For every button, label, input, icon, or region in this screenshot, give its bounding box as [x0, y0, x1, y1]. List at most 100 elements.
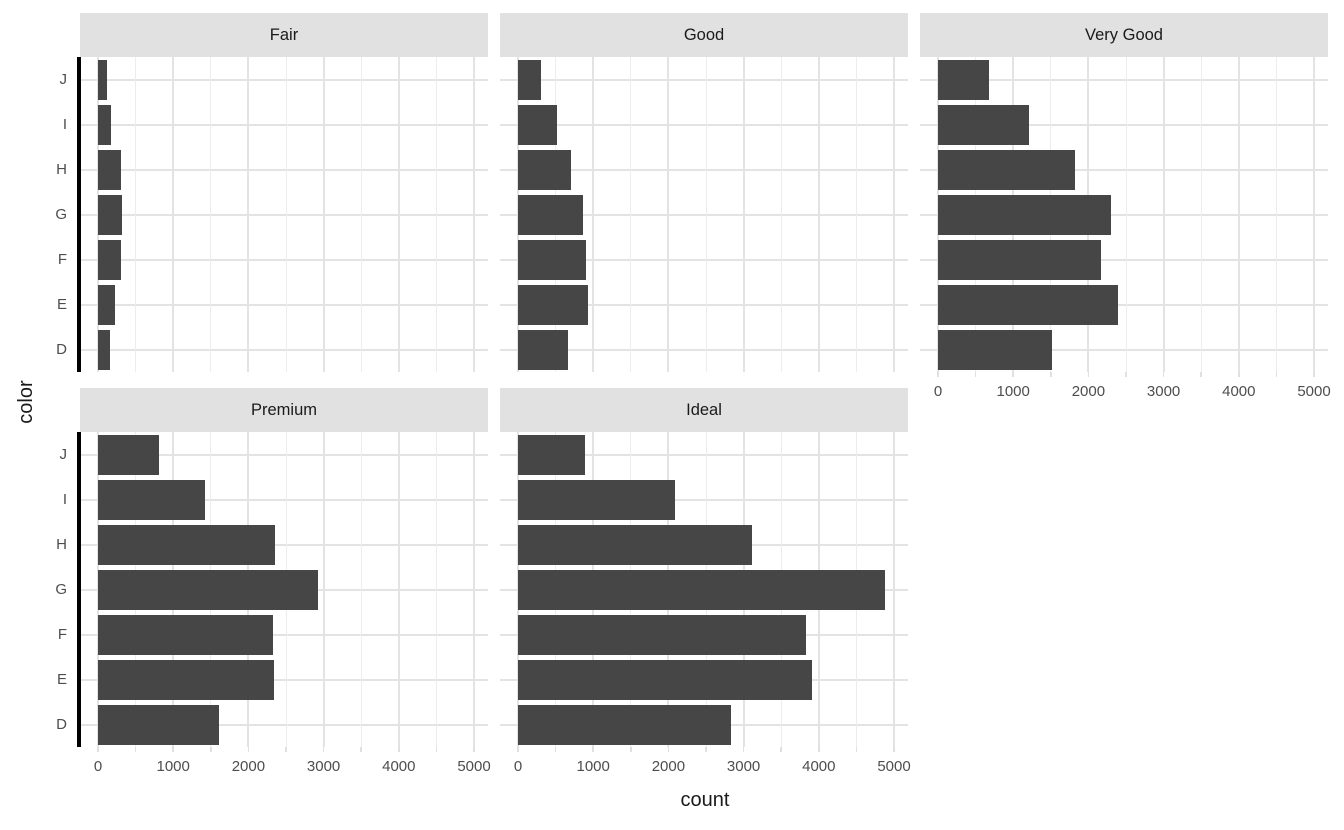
y-tick-label-e: E	[56, 295, 67, 313]
facet-panel-very-good	[920, 57, 1328, 372]
gridline-major-h	[920, 348, 1328, 351]
x-tick-mark	[855, 747, 858, 752]
gridline-major-v	[592, 57, 595, 372]
bar-fair-j	[98, 59, 107, 100]
y-tick-label-d: D	[56, 340, 67, 358]
gridline-major-v	[667, 57, 670, 372]
bar-very-good-e	[938, 284, 1119, 325]
y-tick-label-e: E	[56, 670, 67, 688]
gridline-minor-v	[435, 432, 437, 747]
x-tick-label: 4000	[802, 758, 836, 775]
gridline-major-h	[500, 303, 908, 306]
x-tick-label: 2000	[1071, 383, 1106, 400]
x-tick-mark	[742, 747, 745, 752]
facet-label-very-good: Very Good	[1085, 25, 1163, 44]
bar-premium-j	[98, 434, 159, 475]
facet-panel-fair	[80, 57, 488, 372]
gridline-minor-v	[705, 57, 707, 372]
x-tick-label: 3000	[1146, 383, 1181, 400]
gridline-major-v	[817, 57, 820, 372]
x-tick-mark	[398, 747, 400, 752]
bar-good-e	[518, 284, 589, 325]
gridline-minor-v	[135, 57, 137, 372]
gridline-major-h	[80, 348, 488, 351]
x-tick-mark	[1313, 372, 1315, 377]
x-tick-mark	[360, 747, 362, 752]
facet-panel-ideal	[500, 432, 908, 747]
y-tick-label-h: H	[56, 160, 67, 178]
facet-label-good: Good	[683, 25, 725, 44]
gridline-minor-v	[1125, 57, 1127, 372]
gridline-major-h	[80, 453, 488, 456]
facet-label-fair: Fair	[269, 25, 299, 44]
y-tick-label-d: D	[56, 715, 67, 733]
gridline-major-v	[473, 432, 475, 747]
gridline-minor-v	[630, 57, 632, 372]
x-tick-mark	[893, 747, 895, 752]
gridline-major-h	[80, 723, 488, 726]
x-tick-label: 0	[513, 758, 523, 775]
gridline-major-h	[920, 303, 1328, 306]
x-tick-mark	[247, 747, 250, 752]
y-tick-label-j: J	[59, 445, 68, 463]
gridline-major-v	[1313, 57, 1315, 372]
x-tick-label: 1000	[576, 758, 610, 775]
bar-ideal-d	[518, 704, 732, 745]
gridline-major-h	[80, 633, 488, 636]
bar-fair-i	[98, 104, 112, 145]
bar-ideal-h	[518, 524, 753, 565]
gridline-major-h	[80, 213, 488, 216]
bar-very-good-h	[938, 149, 1076, 190]
x-tick-label: 5000	[457, 758, 491, 775]
gridline-major-v	[1162, 57, 1165, 372]
x-tick-mark	[630, 747, 632, 752]
bar-premium-i	[98, 479, 206, 520]
gridline-major-h	[500, 78, 908, 81]
x-tick-mark	[210, 747, 212, 752]
x-tick-mark	[818, 747, 820, 752]
bar-very-good-d	[938, 329, 1052, 370]
x-tick-mark	[97, 747, 99, 752]
gridline-major-v	[893, 432, 895, 747]
bar-very-good-i	[938, 104, 1029, 145]
x-tick-mark	[285, 747, 287, 752]
facet-strip-premium: Premium	[80, 388, 488, 432]
x-tick-mark	[435, 747, 438, 752]
bar-premium-h	[98, 524, 276, 565]
gridline-major-h	[500, 213, 908, 216]
gridline-major-h	[500, 498, 908, 501]
x-tick-label: 1000	[156, 758, 190, 775]
bar-very-good-f	[938, 239, 1101, 280]
gridline-minor-v	[1275, 57, 1277, 372]
gridline-major-v	[322, 57, 325, 372]
x-tick-mark	[172, 747, 174, 752]
bar-good-j	[518, 59, 542, 100]
gridline-major-h	[500, 453, 908, 456]
bar-very-good-g	[938, 194, 1111, 235]
gridline-minor-v	[780, 57, 782, 372]
x-tick-mark	[974, 372, 977, 377]
gridline-major-v	[742, 57, 745, 372]
bar-premium-f	[98, 614, 274, 655]
bar-fair-h	[98, 149, 121, 190]
bar-good-i	[518, 104, 558, 145]
gridline-major-h	[920, 168, 1328, 171]
gridline-minor-v	[360, 57, 362, 372]
gridline-major-v	[1237, 57, 1240, 372]
gridline-major-h	[500, 258, 908, 261]
gridline-major-h	[920, 213, 1328, 216]
gridline-major-h	[920, 78, 1328, 81]
gridline-major-h	[80, 123, 488, 126]
facet-strip-good: Good	[500, 13, 908, 57]
x-tick-mark	[780, 747, 782, 752]
gridline-minor-v	[855, 57, 857, 372]
bar-premium-g	[98, 569, 318, 610]
x-tick-label: 5000	[877, 758, 911, 775]
x-tick-mark	[1162, 372, 1165, 377]
x-axis-title: count	[680, 789, 730, 811]
x-tick-label: 2000	[231, 758, 266, 775]
y-axis-line	[77, 57, 81, 372]
bar-fair-e	[98, 284, 115, 325]
bar-fair-d	[98, 329, 111, 370]
